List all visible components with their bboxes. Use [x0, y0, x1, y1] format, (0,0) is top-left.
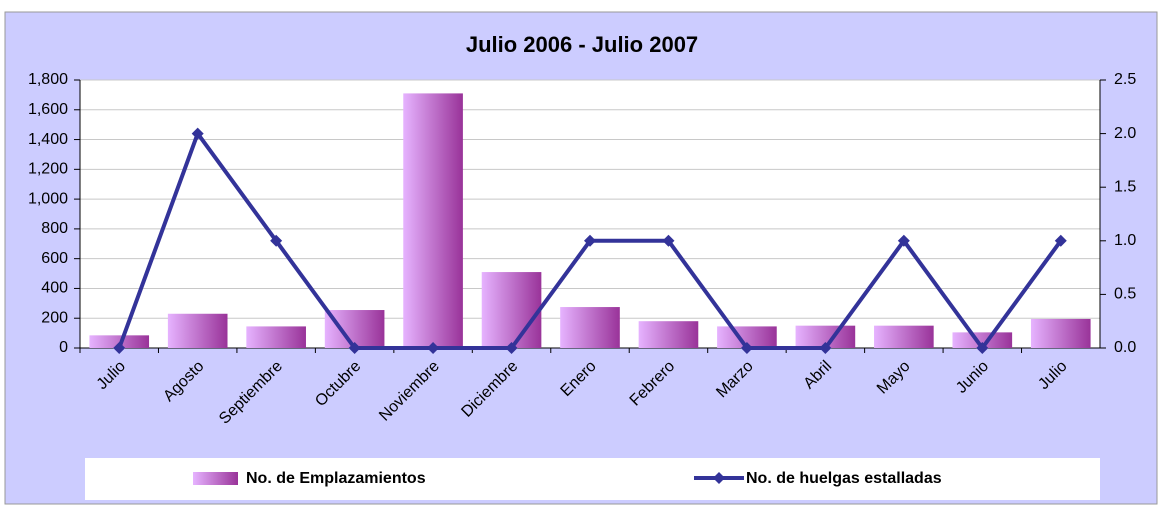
line-marker: [584, 234, 596, 247]
line-marker: [191, 127, 204, 140]
bar: [638, 321, 699, 348]
line-marker: [505, 342, 518, 354]
y-tick-label: 0: [59, 339, 68, 356]
y-tick-label: 600: [41, 250, 68, 267]
line-marker: [976, 342, 989, 354]
line-marker: [897, 234, 910, 247]
bar: [560, 307, 620, 348]
y-tick-label: 1,000: [28, 190, 68, 207]
line-marker: [113, 342, 126, 354]
y-tick-label: 200: [41, 309, 68, 326]
bar: [89, 335, 150, 348]
legend-label: No. de Emplazamientos: [246, 470, 426, 487]
legend-swatch: [193, 472, 238, 485]
line-marker: [427, 342, 440, 354]
y-tick-label: 1,400: [28, 131, 68, 148]
y-tick-label: 1,200: [28, 161, 68, 178]
bar: [795, 325, 856, 348]
line-marker: [662, 234, 675, 247]
y-tick-label: 800: [41, 220, 68, 237]
y2-tick-label: 0.5: [1114, 286, 1136, 303]
plot-area: [80, 80, 1100, 348]
y2-tick-label: 0.0: [1114, 339, 1136, 356]
bar: [246, 326, 306, 348]
y2-tick-label: 1.0: [1114, 232, 1136, 249]
bar: [952, 332, 1013, 348]
bar: [167, 313, 228, 348]
line-marker: [819, 342, 832, 354]
y-tick-label: 1,600: [28, 101, 68, 118]
bar: [403, 93, 463, 349]
y2-tick-label: 1.5: [1114, 178, 1136, 195]
bar: [874, 325, 934, 348]
y-tick-label: 1,800: [28, 71, 68, 88]
chart-title: Julio 2006 - Julio 2007: [466, 32, 698, 57]
bar: [1030, 318, 1091, 348]
bar: [324, 310, 385, 348]
line-marker: [348, 342, 361, 354]
bar: [481, 272, 542, 348]
legend-box: [85, 458, 1100, 500]
line-marker: [1054, 234, 1067, 247]
bar: [717, 326, 777, 348]
legend-label: No. de huelgas estalladas: [746, 470, 942, 487]
legend-marker: [713, 472, 725, 484]
line-marker: [270, 234, 283, 247]
line-marker: [740, 342, 753, 354]
y-tick-label: 400: [41, 280, 68, 297]
y2-tick-label: 2.0: [1114, 125, 1136, 142]
y2-tick-label: 2.5: [1114, 71, 1136, 88]
